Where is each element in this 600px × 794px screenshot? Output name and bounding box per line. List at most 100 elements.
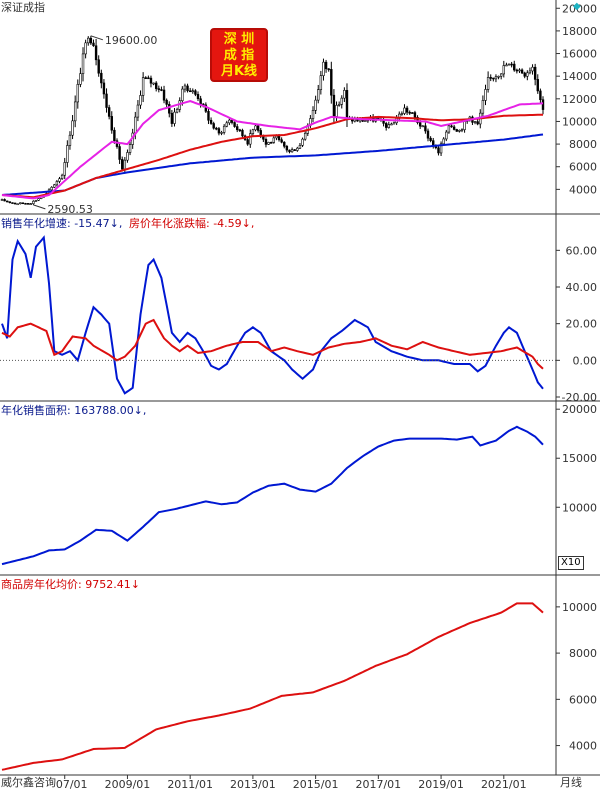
- candle-body: [421, 125, 424, 128]
- panel2-series-1: [1, 235, 544, 395]
- candle-body: [523, 72, 526, 77]
- candle-body: [301, 138, 304, 146]
- candle-body: [541, 99, 545, 110]
- seal-line-1: 深 圳: [223, 32, 255, 47]
- candle-body: [123, 159, 127, 170]
- candle-body: [32, 200, 35, 204]
- candle-body: [452, 126, 456, 130]
- candle-body: [8, 201, 12, 203]
- candle-body: [439, 143, 443, 154]
- candle-body: [481, 100, 485, 114]
- candle-body: [343, 90, 346, 99]
- candle-body: [319, 75, 323, 90]
- panel3-y-tick-label: 20000: [562, 403, 597, 416]
- candle-body: [107, 107, 111, 117]
- candle-body: [447, 125, 451, 133]
- panel1-y-tick-label: 6000: [569, 161, 597, 174]
- candle-body: [209, 119, 213, 124]
- candle-body: [58, 178, 61, 182]
- candle-body: [215, 127, 218, 130]
- candle-body: [539, 90, 542, 101]
- panel3-label-sales-area: 年化销售面积: 163788.00↓,: [1, 404, 147, 417]
- candle-body: [455, 129, 458, 132]
- candle-body: [160, 89, 163, 91]
- x-tick-label: 2013/01: [230, 778, 276, 790]
- candle-body: [254, 125, 257, 131]
- candle-body: [533, 66, 537, 80]
- candle-body: [293, 149, 296, 151]
- candle-body: [392, 122, 396, 125]
- candle-body: [186, 85, 189, 92]
- candle-body: [387, 124, 391, 128]
- candle-body: [0, 199, 4, 201]
- candle-body: [21, 202, 25, 205]
- candle-body: [217, 128, 221, 134]
- candle-body: [424, 125, 427, 132]
- candle-body: [288, 149, 291, 153]
- candle-body: [384, 123, 388, 128]
- candle-body: [196, 94, 200, 100]
- candle-body: [37, 198, 40, 201]
- candle-body: [139, 95, 142, 106]
- candle-body: [110, 116, 113, 131]
- candle-body: [335, 105, 338, 117]
- candle-body: [513, 63, 516, 71]
- candle-body: [55, 181, 59, 186]
- candle-body: [520, 69, 524, 74]
- panel1-y-tick-label: 18000: [562, 25, 597, 38]
- panel2-y-tick-label: 20.00: [566, 318, 598, 331]
- candle-body: [147, 77, 150, 80]
- candle-body: [280, 139, 283, 143]
- candle-body: [518, 69, 521, 72]
- candle-body: [94, 45, 98, 61]
- low-annotation-label: 2590.53: [47, 203, 93, 216]
- panel4-label-avg-price: 商品房年化均价: 9752.41↓: [1, 578, 140, 591]
- candle-body: [528, 70, 532, 74]
- candle-body: [76, 84, 79, 103]
- candle-body: [126, 152, 129, 161]
- candle-body: [492, 77, 495, 80]
- panel1-title: 深证成指: [1, 1, 45, 14]
- candle-body: [16, 203, 19, 206]
- candle-body: [246, 139, 249, 145]
- candle-body: [330, 69, 333, 96]
- candle-body: [81, 53, 85, 74]
- candle-body: [118, 146, 121, 160]
- candle-body: [314, 99, 317, 111]
- candle-body: [162, 89, 166, 101]
- ma-mid-line: [1, 113, 543, 199]
- candle-body: [194, 90, 197, 95]
- x-tick-label: 2009/01: [105, 778, 151, 790]
- brand-label: 威尔鑫咨询: [1, 776, 56, 789]
- candle-body: [181, 88, 184, 102]
- candle-body: [536, 79, 539, 92]
- candle-body: [332, 94, 336, 117]
- candle-body: [364, 120, 367, 122]
- panel3-y-tick-label: 10000: [562, 501, 597, 514]
- candle-body: [505, 64, 508, 67]
- seal-line-2: 成 指: [223, 48, 255, 63]
- candle-body: [298, 145, 302, 149]
- candle-body: [105, 93, 108, 108]
- candle-body: [168, 104, 171, 114]
- candle-body: [256, 125, 260, 131]
- candle-body: [283, 141, 286, 147]
- candle-body: [128, 144, 132, 153]
- candle-body: [345, 90, 349, 119]
- candle-body: [233, 122, 236, 127]
- panel4-series-1: [1, 602, 544, 771]
- candle-body: [191, 90, 194, 93]
- candle-body: [277, 135, 281, 141]
- candle-body: [175, 109, 179, 113]
- candle-body: [220, 132, 223, 134]
- x-tick-label: 2011/01: [167, 778, 213, 790]
- candle-body: [499, 73, 503, 77]
- candle-body: [152, 82, 155, 85]
- candle-body: [173, 111, 176, 124]
- panel1-y-tick-label: 20000: [562, 2, 597, 15]
- candle-body: [230, 119, 234, 123]
- candle-body: [71, 120, 74, 136]
- candle-body: [63, 162, 66, 176]
- candle-body: [13, 202, 17, 205]
